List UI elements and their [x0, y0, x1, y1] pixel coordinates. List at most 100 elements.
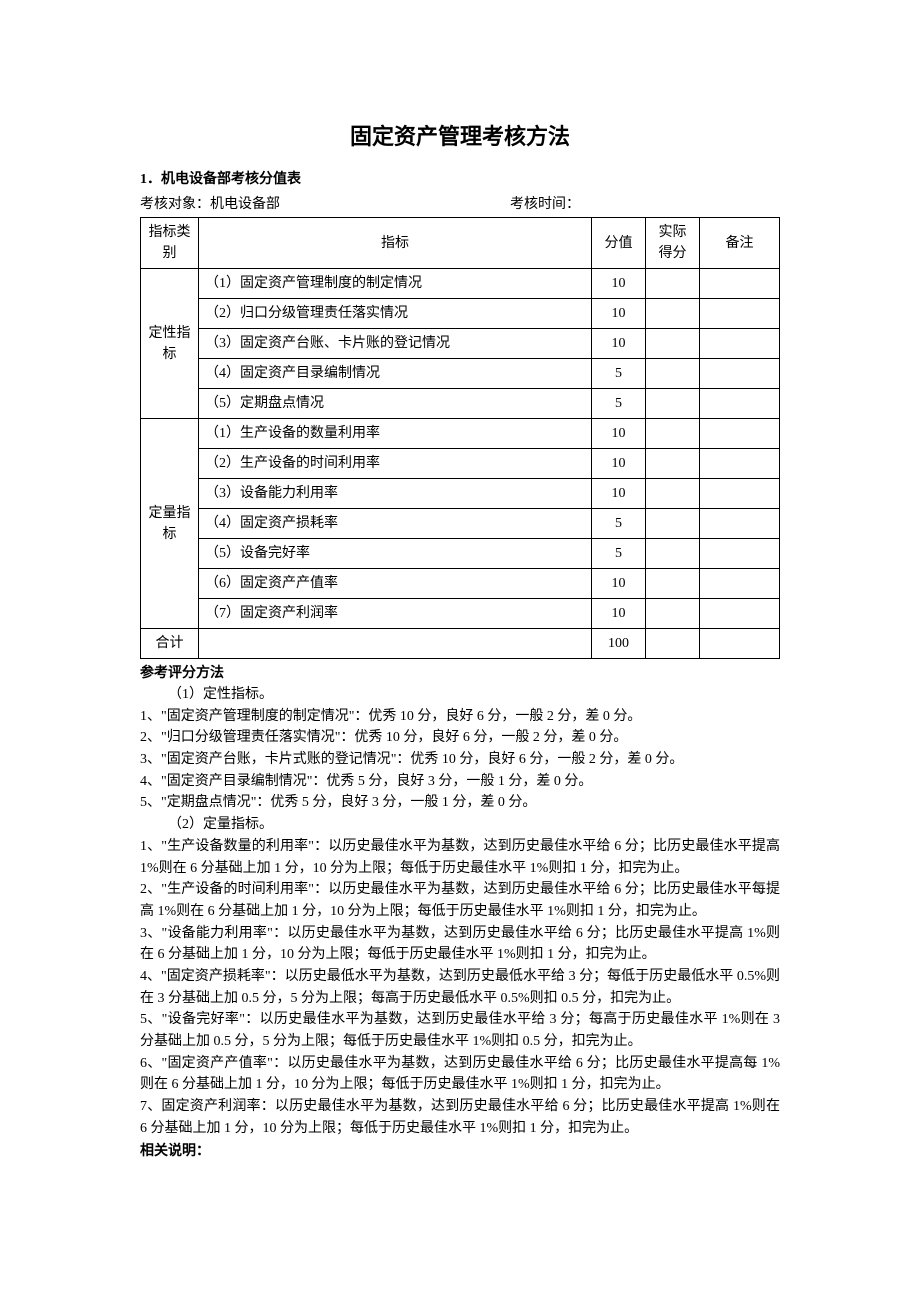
td-indicator: （2）生产设备的时间利用率 — [199, 449, 592, 479]
td-actual — [646, 539, 700, 569]
method-item: 4、"固定资产损耗率"：以历史最低水平为基数，达到历史最低水平给 3 分；每低于… — [140, 966, 780, 1009]
td-actual — [646, 269, 700, 299]
td-remark — [700, 569, 780, 599]
td-actual — [646, 299, 700, 329]
td-remark — [700, 269, 780, 299]
td-score: 5 — [592, 539, 646, 569]
td-actual — [646, 569, 700, 599]
td-remark — [700, 449, 780, 479]
table-row: （5）设备完好率 5 — [141, 539, 780, 569]
td-score: 5 — [592, 509, 646, 539]
td-remark — [700, 419, 780, 449]
method-item: 3、"设备能力利用率"：以历史最佳水平为基数，达到历史最佳水平给 6 分；比历史… — [140, 923, 780, 966]
method-item: 7、固定资产利润率：以历史最佳水平为基数，达到历史最佳水平给 6 分；比历史最佳… — [140, 1096, 780, 1139]
td-score: 10 — [592, 569, 646, 599]
td-indicator: （6）固定资产产值率 — [199, 569, 592, 599]
td-total-score: 100 — [592, 629, 646, 659]
method-item: 3、"固定资产台账，卡片式账的登记情况"：优秀 10 分，良好 6 分，一般 2… — [140, 749, 780, 771]
td-actual — [646, 479, 700, 509]
td-actual — [646, 389, 700, 419]
td-score: 5 — [592, 389, 646, 419]
table-row: （3）设备能力利用率 10 — [141, 479, 780, 509]
td-score: 10 — [592, 419, 646, 449]
table-row: （5）定期盘点情况 5 — [141, 389, 780, 419]
qualitative-subheading: （1）定性指标。 — [140, 684, 780, 706]
method-item: 2、"归口分级管理责任落实情况"：优秀 10 分，良好 6 分，一般 2 分，差… — [140, 727, 780, 749]
table-row: （7）固定资产利润率 10 — [141, 599, 780, 629]
td-indicator: （4）固定资产损耗率 — [199, 509, 592, 539]
table-row: （4）固定资产目录编制情况 5 — [141, 359, 780, 389]
method-item: 1、"固定资产管理制度的制定情况"：优秀 10 分，良好 6 分，一般 2 分，… — [140, 706, 780, 728]
method-item: 4、"固定资产目录编制情况"：优秀 5 分，良好 3 分，一般 1 分，差 0 … — [140, 771, 780, 793]
td-actual — [646, 599, 700, 629]
assessment-table: 指标类别 指标 分值 实际得分 备注 定性指标 （1）固定资产管理制度的制定情况… — [140, 217, 780, 659]
th-category: 指标类别 — [141, 218, 199, 269]
td-indicator: （1）固定资产管理制度的制定情况 — [199, 269, 592, 299]
td-actual — [646, 359, 700, 389]
th-actual: 实际得分 — [646, 218, 700, 269]
td-score: 10 — [592, 269, 646, 299]
td-indicator: （1）生产设备的数量利用率 — [199, 419, 592, 449]
notes-heading: 相关说明： — [140, 1141, 780, 1162]
method-heading: 参考评分方法 — [140, 663, 780, 684]
meta-time-label: 考核时间： — [510, 197, 580, 212]
meta-time: 考核时间： — [510, 194, 580, 215]
table-total-row: 合计 100 — [141, 629, 780, 659]
method-body: （1）定性指标。 1、"固定资产管理制度的制定情况"：优秀 10 分，良好 6 … — [140, 684, 780, 1139]
method-item: 6、"固定资产产值率"：以历史最佳水平为基数，达到历史最佳水平给 6 分；比历史… — [140, 1053, 780, 1096]
meta-target-label: 考核对象： — [140, 197, 210, 212]
th-indicator: 指标 — [199, 218, 592, 269]
method-item: 5、"设备完好率"：以历史最佳水平为基数，达到历史最佳水平给 3 分；每高于历史… — [140, 1009, 780, 1052]
section-1-heading: 1．机电设备部考核分值表 — [140, 169, 780, 190]
th-score: 分值 — [592, 218, 646, 269]
td-remark — [700, 359, 780, 389]
td-score: 5 — [592, 359, 646, 389]
td-total-actual — [646, 629, 700, 659]
table-row: 定量指标 （1）生产设备的数量利用率 10 — [141, 419, 780, 449]
td-indicator: （4）固定资产目录编制情况 — [199, 359, 592, 389]
td-indicator: （5）设备完好率 — [199, 539, 592, 569]
td-score: 10 — [592, 599, 646, 629]
td-score: 10 — [592, 479, 646, 509]
method-item: 1、"生产设备数量的利用率"：以历史最佳水平为基数，达到历史最佳水平给 6 分；… — [140, 836, 780, 879]
td-indicator: （5）定期盘点情况 — [199, 389, 592, 419]
td-category-qualitative: 定性指标 — [141, 269, 199, 419]
td-remark — [700, 539, 780, 569]
td-actual — [646, 449, 700, 479]
td-total-remark — [700, 629, 780, 659]
th-remark: 备注 — [700, 218, 780, 269]
quantitative-subheading: （2）定量指标。 — [140, 814, 780, 836]
td-indicator: （7）固定资产利润率 — [199, 599, 592, 629]
td-category-quantitative: 定量指标 — [141, 419, 199, 629]
td-actual — [646, 419, 700, 449]
meta-target-value: 机电设备部 — [210, 197, 280, 212]
table-row: （6）固定资产产值率 10 — [141, 569, 780, 599]
td-actual — [646, 509, 700, 539]
method-item: 5、"定期盘点情况"：优秀 5 分，良好 3 分，一般 1 分，差 0 分。 — [140, 792, 780, 814]
method-item: 2、"生产设备的时间利用率"：以历史最佳水平为基数，达到历史最佳水平给 6 分；… — [140, 879, 780, 922]
document-title: 固定资产管理考核方法 — [140, 120, 780, 153]
td-actual — [646, 329, 700, 359]
table-row: 定性指标 （1）固定资产管理制度的制定情况 10 — [141, 269, 780, 299]
td-remark — [700, 479, 780, 509]
table-row: （4）固定资产损耗率 5 — [141, 509, 780, 539]
td-total-indicator — [199, 629, 592, 659]
td-score: 10 — [592, 449, 646, 479]
td-remark — [700, 599, 780, 629]
table-row: （2）生产设备的时间利用率 10 — [141, 449, 780, 479]
td-total-label: 合计 — [141, 629, 199, 659]
td-remark — [700, 389, 780, 419]
td-score: 10 — [592, 299, 646, 329]
td-remark — [700, 329, 780, 359]
meta-row: 考核对象：机电设备部 考核时间： — [140, 194, 780, 215]
table-row: （2）归口分级管理责任落实情况 10 — [141, 299, 780, 329]
table-header-row: 指标类别 指标 分值 实际得分 备注 — [141, 218, 780, 269]
meta-target: 考核对象：机电设备部 — [140, 194, 510, 215]
td-remark — [700, 299, 780, 329]
td-indicator: （3）设备能力利用率 — [199, 479, 592, 509]
td-score: 10 — [592, 329, 646, 359]
td-indicator: （3）固定资产台账、卡片账的登记情况 — [199, 329, 592, 359]
table-row: （3）固定资产台账、卡片账的登记情况 10 — [141, 329, 780, 359]
td-remark — [700, 509, 780, 539]
td-indicator: （2）归口分级管理责任落实情况 — [199, 299, 592, 329]
